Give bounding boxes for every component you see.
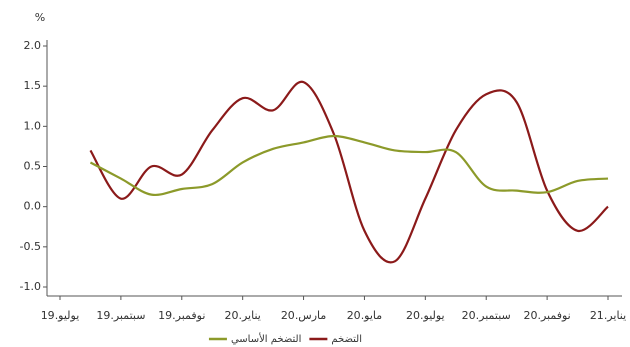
y-tick-label: 2.0 xyxy=(24,39,42,52)
y-tick-label: -0.5 xyxy=(20,240,41,253)
y-axis-label: % xyxy=(35,11,45,24)
y-tick-label: 1.5 xyxy=(24,79,42,92)
x-tick-label: يناير.21 xyxy=(590,309,626,322)
x-tick-label: سبتمبر.19 xyxy=(96,309,145,322)
legend-label: التضخم xyxy=(331,334,362,345)
x-tick-label: يناير.20 xyxy=(224,309,260,322)
y-tick-label: -1.0 xyxy=(20,280,41,293)
legend-label: التضخم الأساسي xyxy=(231,332,301,345)
line xyxy=(89,134,609,197)
x-tick-label: نوفمبر.19 xyxy=(158,309,205,322)
x-tick-label: نوفمبر.20 xyxy=(523,309,570,322)
y-tick-label: 0.0 xyxy=(24,200,42,213)
line xyxy=(89,80,609,264)
y-tick-label: 0.5 xyxy=(24,160,42,173)
y-tick-label: 1.0 xyxy=(24,119,42,132)
x-tick-label: يوليو.19 xyxy=(41,309,80,322)
x-tick-label: مارس.20 xyxy=(281,309,327,322)
x-tick-label: سبتمبر.20 xyxy=(462,309,511,322)
x-tick-label: يوليو.20 xyxy=(406,309,445,322)
x-tick-label: مايو.20 xyxy=(347,309,383,322)
